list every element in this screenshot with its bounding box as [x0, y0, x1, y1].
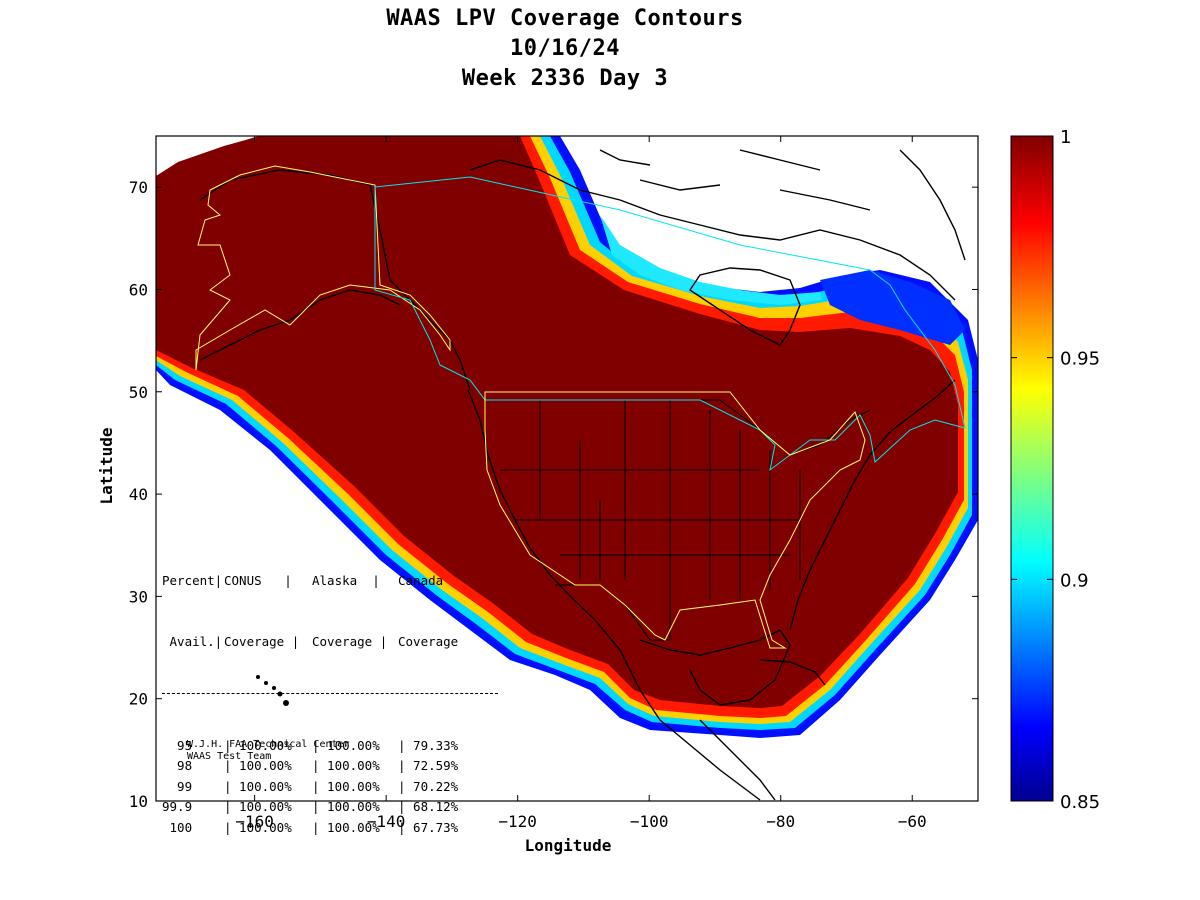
y-axis-label: Latitude [97, 427, 116, 504]
y-tick-label: 70 [129, 178, 148, 197]
coverage-core-region [156, 136, 958, 708]
map-title: WAAS LPV Coverage Contours [386, 6, 744, 31]
x-tick-label: −100 [630, 812, 669, 831]
table-header-row-2: Avail.| Coverage | Coverage | Coverage [162, 632, 502, 652]
table-separator [162, 693, 498, 695]
table-row: 99 | 100.00% | 100.00% | 70.22% [162, 777, 502, 797]
colorbar [1010, 135, 1054, 802]
title-block: WAAS LPV Coverage Contours 10/16/24 Week… [0, 4, 1130, 94]
cell-conus: | 100.00% [224, 819, 292, 835]
x-tick-label: −140 [367, 812, 406, 831]
plot-frame [155, 135, 979, 802]
header-canada-coverage: Coverage [398, 634, 459, 650]
cell-canada: | 70.22% [398, 778, 459, 794]
y-tick-label: 50 [129, 383, 148, 402]
coastline-greenland [899, 149, 966, 261]
cell-avail: 100 [162, 819, 193, 835]
cell-conus: | 100.00% [224, 799, 292, 815]
state-lines [500, 400, 801, 640]
cell-conus: | 100.00% [224, 778, 292, 794]
coastline-alaska [199, 169, 471, 391]
header-conus: CONUS | [224, 572, 292, 588]
header-alaska-coverage: Coverage | [312, 634, 388, 650]
x-axis-ticks: −160 −140 −120 −100 −80 −60 [235, 136, 927, 831]
alaska-boundary [195, 165, 451, 371]
y-tick-label: 30 [129, 587, 148, 606]
y-tick-label: 60 [129, 280, 148, 299]
cell-conus: | 100.00% [224, 758, 292, 774]
coverage-band-cyan-north [600, 215, 822, 305]
header-percent: Percent| [162, 572, 223, 588]
x-tick-label: −80 [766, 812, 795, 831]
coastline-cuba [759, 659, 826, 686]
header-avail: Avail.| [162, 634, 223, 650]
coastline-arctic [469, 159, 956, 301]
table-row: 99.9 | 100.00% | 100.00% | 68.12% [162, 797, 502, 817]
header-alaska: Alaska | [312, 572, 380, 588]
region-boundaries [195, 165, 966, 649]
cell-alaska: | 100.00% [312, 738, 380, 754]
cell-alaska: | 100.00% [312, 778, 380, 794]
canada-boundary [374, 176, 966, 472]
header-conus-coverage: Coverage | [224, 634, 300, 650]
y-axis-ticks: 10 20 30 40 50 60 70 [129, 178, 978, 811]
coastline-hudson [689, 267, 801, 346]
colorbar-ticks: 1 0.95 0.9 0.85 [1011, 127, 1100, 813]
x-axis-label: Longitude [525, 836, 612, 855]
x-tick-label: −160 [235, 812, 274, 831]
map-week-day: Week 2336 Day 3 [461, 66, 669, 91]
coastline-west [467, 389, 761, 801]
cell-avail: 98 [162, 758, 193, 774]
uncovered-region [578, 136, 978, 286]
coverage-band-blue-north [820, 270, 965, 345]
colorbar-tick-label: 0.85 [1060, 792, 1100, 813]
map-date: 10/16/24 [510, 36, 620, 61]
credits-line-1: W.J.H. FAA Technical Center [187, 739, 350, 750]
conus-boundary [484, 391, 866, 649]
y-tick-label: 40 [129, 485, 148, 504]
table-row: 95 | 100.00% | 100.00% | 79.33% [162, 736, 502, 756]
cell-canada: | 72.59% [398, 758, 459, 774]
colorbar-tick-label: 0.95 [1060, 349, 1100, 370]
y-tick-label: 10 [129, 792, 148, 811]
colorbar-tick-label: 0.9 [1060, 570, 1089, 591]
header-canada: Canada [398, 572, 444, 588]
colorbar-tick-label: 1 [1060, 127, 1071, 148]
cell-alaska: | 100.00% [312, 758, 380, 774]
y-tick-label: 20 [129, 690, 148, 709]
cell-canada: | 79.33% [398, 738, 459, 754]
coastline-gulf [639, 629, 791, 706]
coverage-stats-table: Percent| CONUS | Alaska | Canada Avail.|… [162, 530, 502, 859]
coastline-islands [599, 149, 871, 211]
cell-alaska: | 100.00% [312, 799, 380, 815]
cell-alaska: | 100.00% [312, 819, 380, 835]
credits-line-2: WAAS Test Team [187, 751, 272, 762]
credits: W.J.H. FAA Technical Center WAAS Test Te… [187, 739, 350, 763]
x-tick-label: −120 [498, 812, 537, 831]
table-row: 100 | 100.00% | 100.00% | 67.73% [162, 818, 502, 838]
table-header-row-1: Percent| CONUS | Alaska | Canada [162, 571, 502, 591]
cell-conus: | 100.00% [224, 738, 292, 754]
cell-canada: | 68.12% [398, 799, 459, 815]
table-row: 98 | 100.00% | 100.00% | 72.59% [162, 756, 502, 776]
x-tick-label: −60 [898, 812, 927, 831]
cell-canada: | 67.73% [398, 819, 459, 835]
coastline-east [789, 379, 956, 631]
coastlines [199, 149, 966, 801]
coastline-central-america [699, 719, 776, 801]
cell-avail: 99 [162, 778, 193, 794]
cell-avail: 95 [162, 738, 193, 754]
cell-avail: 99.9 [162, 799, 193, 815]
table-body: 95 | 100.00% | 100.00% | 79.33% 98 | 100.00%… [162, 736, 502, 838]
